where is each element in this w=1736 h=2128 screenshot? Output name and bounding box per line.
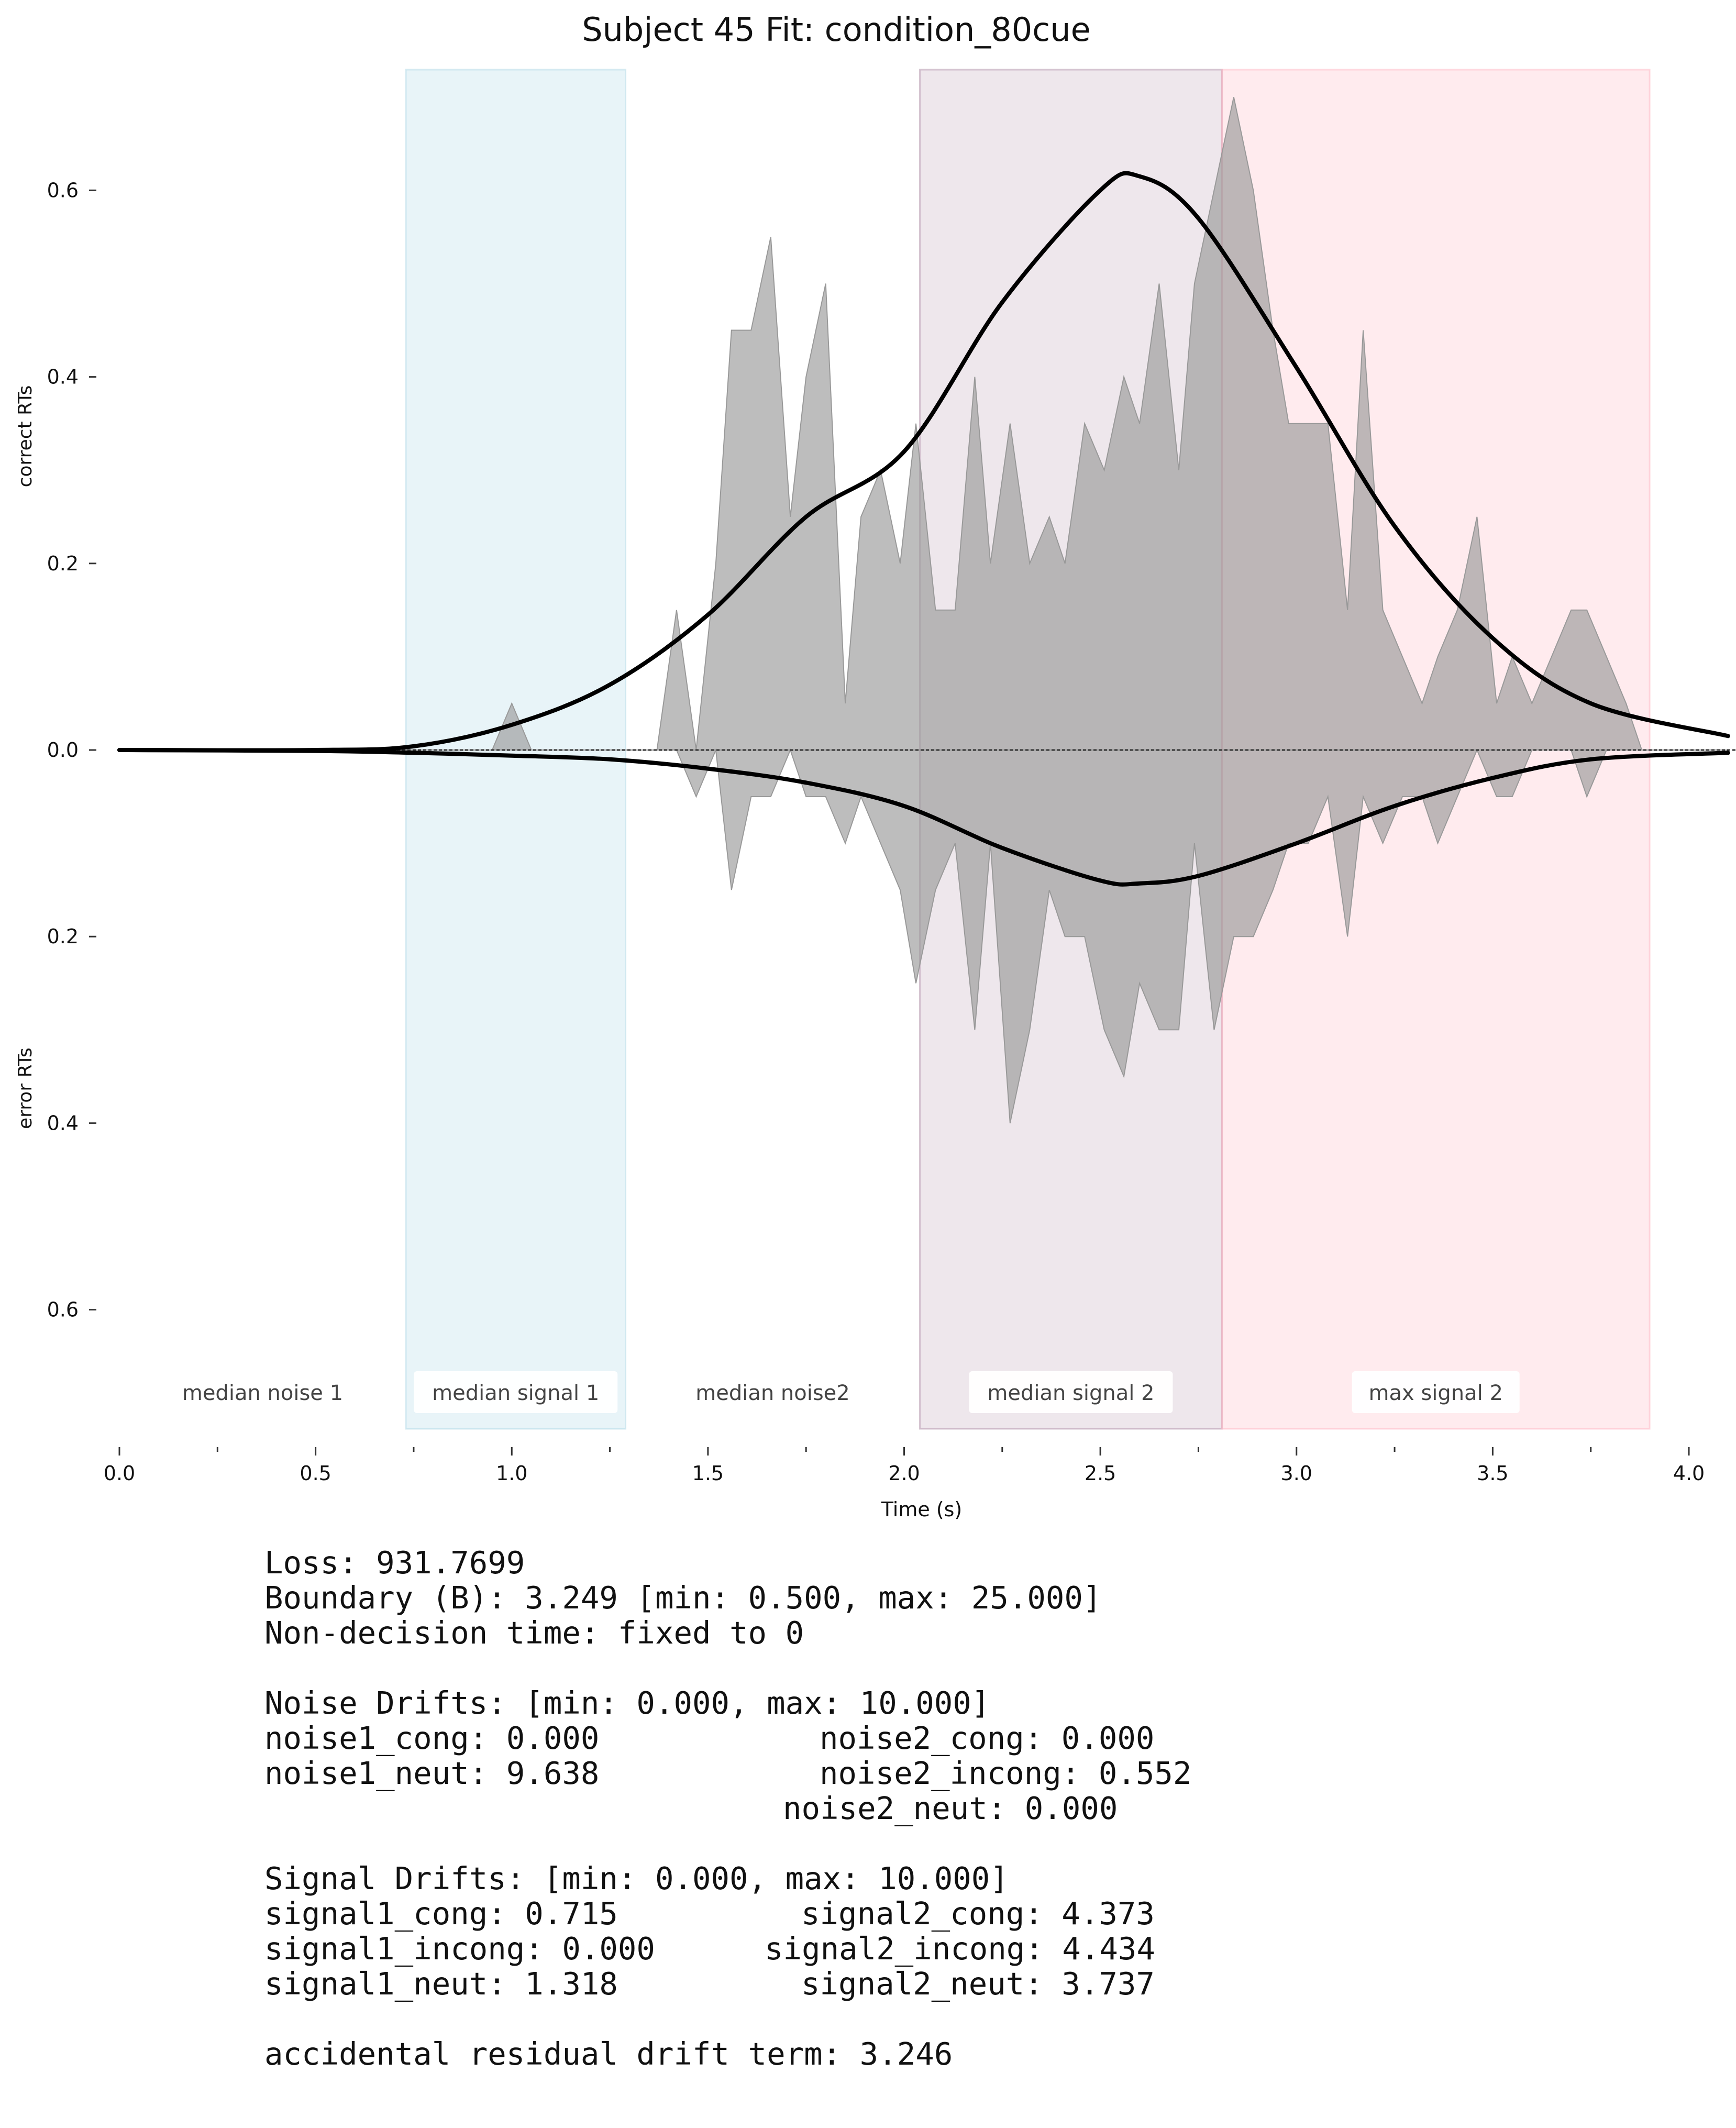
- stat-line: signal1_neut: 1.318 signal2_neut: 3.737: [264, 1966, 1155, 2002]
- region-labels-layer: median noise 1 median signal 1 median nois…: [182, 1371, 1520, 1413]
- stat-line: Non-decision time: fixed to 0: [264, 1615, 1101, 1650]
- stat-text: Signal Drifts: [min: 0.000, max: 10.000]: [264, 1860, 1009, 1897]
- model-fit-line-0: [117, 171, 1730, 753]
- stat-text-col2: signal2_neut: 3.737: [801, 1966, 1155, 2002]
- stat-line: Signal Drifts: [min: 0.000, max: 10.000]: [264, 1861, 1101, 1896]
- stat-text: Boundary (B): 3.249 [min: 0.500, max: 25…: [264, 1580, 1102, 1616]
- fit-parameters-text: Loss: 931.7699 Boundary (B): 3.249 [min: …: [264, 1545, 1191, 2071]
- stat-text-col2: noise2_cong: 0.000: [820, 1720, 1155, 1756]
- stat-text: Non-decision time: fixed to 0: [264, 1615, 804, 1651]
- x-tick-label: 2.0: [888, 1462, 920, 1485]
- region-label: median signal 2: [987, 1381, 1154, 1405]
- x-tick-label: 4.0: [1673, 1462, 1705, 1485]
- y-axis-label-bottom: error RTs: [15, 1048, 36, 1129]
- x-tick-label: 1.5: [692, 1462, 724, 1485]
- region-label-box-3: [969, 1371, 1173, 1413]
- x-tick-label: 0.0: [104, 1462, 135, 1485]
- y-tick-label: 0.0: [47, 738, 79, 762]
- region-label: median noise 1: [182, 1381, 343, 1405]
- region-label-box-1: [414, 1371, 618, 1413]
- region-label: max signal 2: [1369, 1381, 1503, 1405]
- x-tick-label: 2.5: [1085, 1462, 1116, 1485]
- stat-text-col2: signal2_incong: 4.434: [765, 1931, 1155, 1967]
- x-tick-label: 0.5: [300, 1462, 331, 1485]
- stat-line: Noise Drifts: [min: 0.000, max: 10.000]: [264, 1685, 1101, 1721]
- axes-layer: 0.6 0.4 0.2 0.0 0.2 0.4 0.6 0.0 0.5 1.0 1.5 2.0 2.5 3…: [47, 179, 1705, 1485]
- stat-line: accidental residual drift term: 3.246: [264, 2036, 1101, 2071]
- stat-text: Noise Drifts: [min: 0.000, max: 10.000]: [264, 1685, 990, 1721]
- x-axis-label: Time (s): [881, 1498, 963, 1521]
- y-tick-label: 0.4: [47, 366, 79, 389]
- series-layer: [117, 97, 1736, 1123]
- stat-line: Boundary (B): 3.249 [min: 0.500, max: 25…: [264, 1580, 1101, 1615]
- stat-line: noise1_neut: 9.638 noise2_incong: 0.552: [264, 1755, 1191, 1791]
- stat-line: noise2_neut: 0.000: [264, 1791, 1118, 1826]
- region-label-box-4: [1352, 1371, 1520, 1413]
- region-label: median signal 1: [432, 1381, 599, 1405]
- y-tick-label: 0.2: [47, 925, 79, 948]
- stat-text: Loss: 931.7699: [264, 1545, 525, 1581]
- histogram-fill-1: [119, 748, 1728, 1123]
- stat-text-col2: noise2_neut: 0.000: [783, 1790, 1118, 1826]
- chart-title: Subject 45 Fit: condition_80cue: [582, 10, 1090, 49]
- model-fit-line-1: [117, 748, 1730, 887]
- stat-line: Loss: 931.7699: [264, 1545, 1101, 1580]
- y-tick-label: 0.6: [47, 1298, 79, 1321]
- stat-text: noise1_cong: 0.000: [264, 1720, 600, 1756]
- stat-text: noise1_neut: 9.638: [264, 1755, 600, 1791]
- chart: Subject 45 Fit: condition_80cue 0.60.40.…: [15, 10, 1736, 1521]
- x-tick-label: 3.0: [1281, 1462, 1312, 1485]
- y-tick-label: 0.4: [47, 1111, 79, 1134]
- y-tick-label: 0.6: [47, 179, 79, 202]
- stat-text: accidental residual drift term: 3.246: [264, 2036, 953, 2072]
- stat-line: signal1_cong: 0.715 signal2_cong: 4.373: [264, 1895, 1155, 1932]
- x-tick-label: 3.5: [1477, 1462, 1508, 1485]
- y-tick-label: 0.2: [47, 552, 79, 575]
- x-tick-label: 1.0: [496, 1462, 527, 1485]
- stat-text: signal1_cong: 0.715: [264, 1895, 618, 1932]
- region-label: median noise2: [695, 1381, 850, 1405]
- stat-line: signal1_incong: 0.000 signal2_incong: 4.4…: [264, 1931, 1155, 1967]
- stat-line: noise1_cong: 0.000 noise2_cong: 0.000: [264, 1720, 1154, 1756]
- stat-line: [264, 1826, 1101, 1861]
- stat-text: signal1_incong: 0.000: [264, 1931, 655, 1967]
- stat-text-col2: noise2_incong: 0.552: [820, 1755, 1192, 1791]
- stat-line: [264, 2001, 1101, 2036]
- stat-text: signal1_neut: 1.318: [264, 1966, 618, 2002]
- histogram-fill-0: [119, 97, 1728, 751]
- stat-line: [264, 1650, 1101, 1685]
- stat-text-col2: signal2_cong: 4.373: [801, 1895, 1155, 1932]
- y-axis-label-top: correct RTs: [15, 385, 36, 488]
